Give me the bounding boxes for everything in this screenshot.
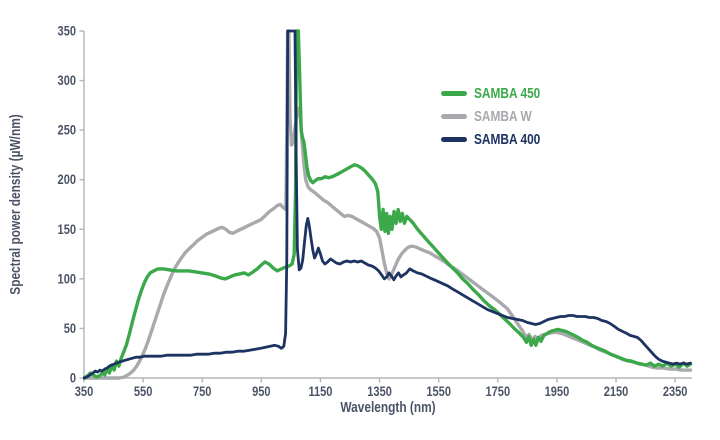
y-tick-label: 200 — [58, 172, 77, 187]
x-tick-label: 950 — [252, 384, 271, 399]
y-tick-label: 150 — [58, 222, 77, 237]
y-axis-title: Spectral power density (µW/nm) — [7, 114, 23, 294]
x-tick-label: 1150 — [308, 384, 332, 399]
x-tick-label: 2350 — [663, 384, 688, 399]
x-tick-label: 1550 — [426, 384, 451, 399]
y-tick-label: 0 — [70, 370, 76, 385]
legend-swatch-samba-400 — [441, 137, 467, 142]
legend-label-samba-450: SAMBA 450 — [474, 85, 541, 102]
x-tick-label: 1750 — [486, 384, 511, 399]
legend-item-samba-400: SAMBA 400 — [441, 128, 555, 151]
x-tick-label: 750 — [193, 384, 212, 399]
series-line-samba-450 — [83, 29, 693, 380]
y-tick-label: 100 — [58, 271, 77, 286]
series-line-samba-400 — [83, 29, 692, 380]
series-line-samba-w — [83, 29, 693, 380]
legend-item-samba-450: SAMBA 450 — [441, 82, 555, 105]
x-tick-label: 2150 — [604, 384, 629, 399]
legend-item-samba-w: SAMBA W — [441, 105, 555, 128]
x-axis-title: Wavelength (nm) — [340, 399, 435, 415]
x-tick-label: 550 — [134, 384, 153, 399]
chart-legend: SAMBA 450 SAMBA W SAMBA 400 — [441, 82, 555, 151]
y-tick-label: 250 — [58, 123, 77, 138]
y-tick-label: 350 — [58, 23, 77, 38]
y-tick-label: 50 — [64, 321, 76, 336]
legend-label-samba-w: SAMBA W — [474, 108, 532, 125]
y-tick-label: 300 — [58, 73, 77, 88]
legend-swatch-samba-w — [441, 114, 467, 119]
x-tick-label: 1950 — [545, 384, 570, 399]
x-tick-label: 350 — [75, 384, 94, 399]
legend-swatch-samba-450 — [441, 91, 467, 96]
legend-label-samba-400: SAMBA 400 — [474, 131, 541, 148]
x-tick-label: 1350 — [367, 384, 392, 399]
